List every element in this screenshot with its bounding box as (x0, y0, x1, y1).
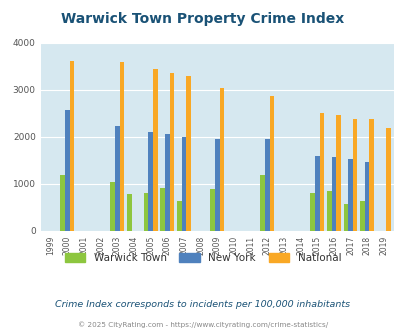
Bar (319, 113, 323, 231)
Bar (326, 191, 331, 231)
Bar (110, 182, 115, 231)
Text: © 2025 CityRating.com - https://www.cityrating.com/crime-statistics/: © 2025 CityRating.com - https://www.city… (78, 322, 327, 328)
Bar (364, 162, 369, 231)
Bar (164, 134, 169, 231)
Bar (153, 69, 157, 231)
Bar (352, 118, 357, 231)
Bar (347, 159, 352, 231)
Bar (177, 201, 181, 231)
Text: Crime Index corresponds to incidents per 100,000 inhabitants: Crime Index corresponds to incidents per… (55, 300, 350, 309)
Bar (160, 188, 164, 231)
Legend: Warwick Town, New York, National: Warwick Town, New York, National (60, 248, 345, 267)
Bar (335, 115, 340, 231)
Bar (385, 128, 390, 231)
Bar (359, 201, 364, 231)
Bar (214, 139, 219, 231)
Bar (169, 73, 174, 231)
Bar (65, 110, 69, 231)
Bar (260, 175, 264, 231)
Bar (69, 61, 74, 231)
Bar (264, 139, 269, 231)
Bar (148, 132, 153, 231)
Text: Warwick Town Property Crime Index: Warwick Town Property Crime Index (61, 12, 344, 25)
Bar (314, 156, 319, 231)
Bar (219, 87, 224, 231)
Bar (181, 137, 186, 231)
Bar (143, 193, 148, 231)
Bar (269, 96, 273, 231)
Bar (186, 76, 190, 231)
Bar (210, 189, 214, 231)
Bar (343, 204, 347, 231)
Bar (119, 62, 124, 231)
Bar (115, 126, 119, 231)
Bar (127, 194, 131, 231)
Bar (60, 175, 65, 231)
Bar (369, 119, 373, 231)
Bar (309, 193, 314, 231)
Bar (331, 157, 335, 231)
